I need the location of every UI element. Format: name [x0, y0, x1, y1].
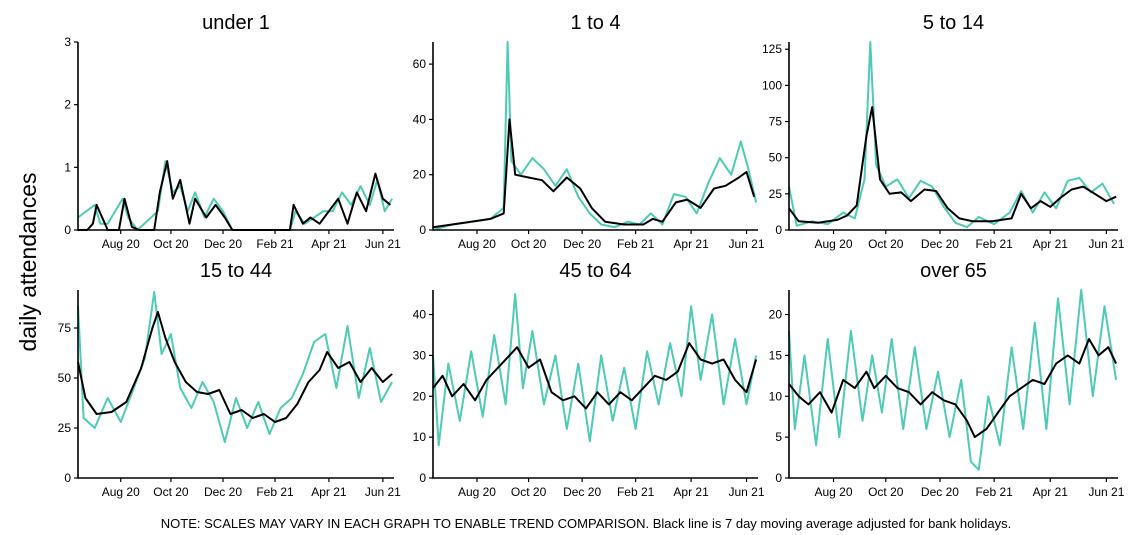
y-tick-label: 20	[413, 389, 427, 403]
panel-15-to-44: 15 to 44 0 25 50 75 Aug 20 Oct 20 Dec 20 Feb 21 A…	[58, 260, 402, 499]
panel-title: over 65	[920, 260, 987, 282]
axis-lines	[77, 290, 394, 479]
axis-lines	[788, 290, 1118, 479]
panel-45-to-64: 45 to 64 0 10 20 30 40 Aug 20 Oct 20 Dec 20 Feb 2…	[413, 260, 765, 499]
x-tick-label: Feb 21	[975, 237, 1013, 251]
y-axis-label: daily attendances	[15, 172, 41, 351]
y-tick-label: 60	[413, 57, 427, 71]
daily-attendance-line	[788, 41, 1115, 229]
y-tick-label: 2	[64, 98, 71, 112]
y-tick-label: 10	[413, 430, 427, 444]
axis-lines	[432, 42, 758, 231]
daily-attendance-line	[432, 293, 758, 447]
moving-average-line	[788, 338, 1118, 439]
panel-1-to-4: 1 to 4 0 20 40 60 Aug 20 Oct 20 Dec 20 Feb 21 Apr…	[413, 12, 765, 251]
y-tick-label: 10	[769, 389, 783, 403]
panel-5-to-14: 5 to 14 0 25 50 75 100 125 Aug 20 Oct 20 Dec 20 Fe…	[762, 12, 1125, 251]
y-tick-label: 125	[762, 42, 782, 56]
x-tick-label: Apr 21	[311, 237, 347, 251]
x-tick-label: Feb 21	[256, 237, 294, 251]
moving-average-line	[432, 118, 756, 229]
y-tick-label: 40	[413, 112, 427, 126]
x-tick-label: Jun 21	[729, 485, 765, 499]
x-tick-label: Feb 21	[617, 485, 655, 499]
y-tick-label: 75	[58, 321, 72, 335]
x-tick-label: Oct 20	[153, 485, 189, 499]
y-tick-label: 1	[64, 160, 71, 174]
y-tick-label: 0	[419, 223, 426, 237]
x-tick-label: Aug 20	[102, 237, 140, 251]
daily-attendance-line	[432, 41, 758, 231]
daily-attendance-line	[77, 160, 393, 231]
x-tick-label: Jun 21	[1088, 237, 1124, 251]
moving-average-line	[432, 342, 758, 410]
x-tick-label: Apr 21	[311, 485, 347, 499]
y-tick-label: 40	[413, 308, 427, 322]
y-tick-label: 75	[769, 115, 783, 129]
x-tick-label: Aug 20	[814, 485, 852, 499]
x-tick-label: Jun 21	[365, 485, 401, 499]
panel-title: 45 to 64	[559, 260, 631, 282]
y-tick-label: 15	[769, 348, 783, 362]
panel-under-1: under 1 0 1 2 3 Aug 20 Oct 20 Dec 20 Feb 21 Apr 2…	[64, 12, 401, 251]
x-tick-label: Apr 21	[673, 485, 709, 499]
x-tick-label: Dec 20	[921, 485, 959, 499]
x-tick-label: Aug 20	[458, 237, 496, 251]
y-tick-label: 20	[413, 168, 427, 182]
x-tick-label: Aug 20	[102, 485, 140, 499]
daily-attendance-line	[77, 291, 393, 443]
x-tick-label: Apr 21	[1033, 237, 1069, 251]
panel-title: under 1	[202, 12, 270, 34]
y-tick-label: 30	[413, 348, 427, 362]
x-tick-label: Oct 20	[511, 485, 547, 499]
x-tick-label: Feb 21	[617, 237, 655, 251]
x-tick-label: Dec 20	[563, 485, 601, 499]
panel-over-65: over 65 0 5 10 15 20 Aug 20 Oct 20 Dec 20 Feb 21 A…	[769, 260, 1125, 499]
x-tick-label: Feb 21	[975, 485, 1013, 499]
x-tick-label: Oct 20	[868, 237, 904, 251]
x-tick-label: Oct 20	[868, 485, 904, 499]
axis-lines	[788, 42, 1118, 231]
footnote: NOTE: SCALES MAY VARY IN EACH GRAPH TO E…	[161, 516, 1011, 531]
y-tick-label: 5	[775, 430, 782, 444]
y-tick-label: 0	[419, 471, 426, 485]
x-tick-label: Dec 20	[921, 237, 959, 251]
moving-average-line	[77, 311, 393, 423]
x-tick-label: Dec 20	[204, 237, 242, 251]
x-tick-label: Oct 20	[511, 237, 547, 251]
panel-title: 15 to 44	[200, 260, 272, 282]
x-tick-label: Jun 21	[729, 237, 765, 251]
y-tick-label: 0	[775, 223, 782, 237]
y-tick-label: 50	[769, 151, 783, 165]
y-tick-label: 20	[769, 308, 783, 322]
axis-lines	[432, 290, 758, 479]
x-tick-label: Oct 20	[153, 237, 189, 251]
x-tick-label: Dec 20	[204, 485, 242, 499]
x-tick-label: Apr 21	[673, 237, 709, 251]
x-tick-label: Aug 20	[814, 237, 852, 251]
y-tick-label: 0	[64, 223, 71, 237]
x-tick-label: Apr 21	[1033, 485, 1069, 499]
y-tick-label: 0	[775, 471, 782, 485]
x-tick-label: Dec 20	[563, 237, 601, 251]
y-tick-label: 0	[64, 471, 71, 485]
daily-attendance-line	[788, 289, 1118, 471]
panel-title: 5 to 14	[923, 12, 984, 34]
y-tick-label: 3	[64, 35, 71, 49]
x-tick-label: Aug 20	[458, 485, 496, 499]
panel-title: 1 to 4	[570, 12, 620, 34]
x-tick-label: Feb 21	[256, 485, 294, 499]
x-tick-label: Jun 21	[1088, 485, 1124, 499]
y-tick-label: 100	[762, 78, 782, 92]
y-tick-label: 25	[769, 187, 783, 201]
x-tick-label: Jun 21	[365, 237, 401, 251]
chart-panels: under 1 0 1 2 3 Aug 20 Oct 20 Dec 20 Feb 21 Apr 2…	[58, 12, 1125, 499]
y-tick-label: 50	[58, 371, 72, 385]
moving-average-line	[788, 106, 1117, 224]
y-tick-label: 25	[58, 421, 72, 435]
